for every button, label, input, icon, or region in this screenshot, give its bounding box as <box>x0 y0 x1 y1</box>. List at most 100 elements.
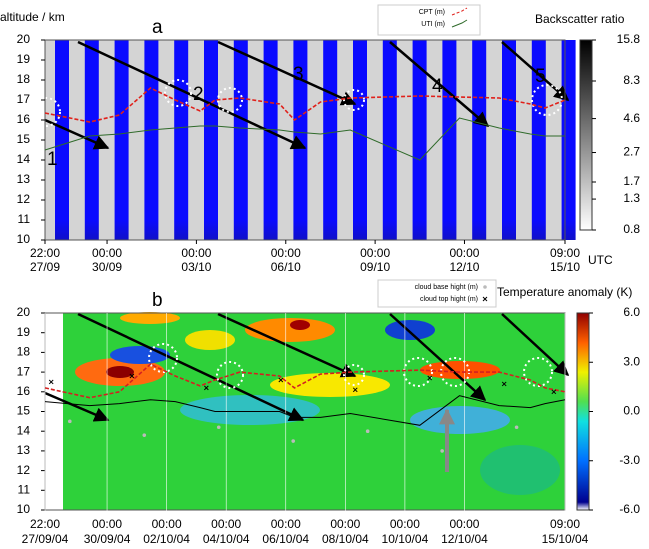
legend-label: cloud base hight (m) <box>415 284 478 291</box>
y-tick-label: 13 <box>17 443 31 457</box>
stripe <box>382 40 397 240</box>
colorbar-tick-label: 3.0 <box>623 354 640 368</box>
annotation: 3 <box>293 64 304 85</box>
stripe <box>55 40 69 240</box>
y-tick-label: 19 <box>17 325 31 339</box>
stripe <box>442 40 457 240</box>
stripe <box>472 40 487 240</box>
panel-label: a <box>152 17 163 38</box>
legend-marker <box>483 285 487 289</box>
x-tick-label: 09:00 15/10 <box>550 246 580 274</box>
stripe <box>263 40 278 240</box>
x-tick-label: 00:00 06/10 <box>271 246 301 274</box>
cloud-base-point <box>68 419 72 424</box>
stripe <box>233 40 248 240</box>
y-tick-label: 17 <box>17 92 31 106</box>
cloud-top-point <box>278 377 284 383</box>
legend-label: CPT (m) <box>419 9 445 16</box>
x-tick-label: 00:00 30/09/04 <box>84 517 131 546</box>
x-tick-label: 00:00 09/10 <box>360 246 390 274</box>
legend-label: UTI (m) <box>421 21 445 28</box>
stripe <box>353 40 367 240</box>
cloud-top-point <box>48 379 54 385</box>
colorbar-title: Temperature anomaly (K) <box>497 285 632 299</box>
stripe <box>323 40 338 240</box>
stripe <box>204 40 218 240</box>
legend-marker <box>482 296 488 302</box>
x-tick-label: 09:00 15/10/04 <box>542 517 589 546</box>
stripe <box>531 40 546 240</box>
x-tick-label: 00:00 12/10 <box>449 246 479 274</box>
colorbar-tick-label: 15.8 <box>617 32 641 46</box>
legend-swatch <box>451 7 468 16</box>
cloud-base-point <box>440 449 444 453</box>
legend-label: cloud top hight (m) <box>420 296 478 303</box>
series-line <box>44 87 566 123</box>
y-tick-label: 12 <box>17 192 31 206</box>
colorbar-tick-label: 1.7 <box>623 174 640 188</box>
y-tick-label: 20 <box>17 32 31 46</box>
colorbar-title: Backscatter ratio <box>535 12 625 26</box>
backscatter-field <box>45 40 576 240</box>
y-tick-label: 15 <box>17 132 31 146</box>
cloud-top-point <box>501 381 507 387</box>
legend-swatch <box>451 19 468 28</box>
x-unit: UTC <box>588 253 613 267</box>
cloud-top-point <box>203 385 209 391</box>
colorbar-tick-label: -3.0 <box>619 453 640 467</box>
y-tick-label: 11 <box>18 482 31 496</box>
y-tick-label: 19 <box>17 52 31 66</box>
colorbar <box>576 312 590 511</box>
legend-box <box>377 279 497 308</box>
x-tick-label: 00:00 03/10 <box>181 246 211 274</box>
series-line <box>44 363 566 399</box>
stripe <box>174 40 189 240</box>
y-tick-label: 15 <box>17 404 31 418</box>
cloud-top-point <box>352 387 358 393</box>
y-tick-label: 10 <box>17 232 31 246</box>
y-tick-label: 17 <box>17 364 31 378</box>
annotation: 1 <box>47 149 58 170</box>
y-tick-label: 16 <box>17 112 31 126</box>
annotation: 5 <box>535 66 546 87</box>
colorbar-tick-label: 4.6 <box>623 111 640 125</box>
x-tick-label: 22:00 27/09 <box>30 246 60 274</box>
y-tick-label: 14 <box>17 152 31 166</box>
cloud-top-point <box>551 389 557 395</box>
cloud-top-point <box>427 375 433 381</box>
y-tick-label: 12 <box>17 463 31 477</box>
cloud-base-point <box>291 439 296 443</box>
x-tick-label: 00:00 08/10/04 <box>322 517 369 546</box>
x-tick-label: 00:00 04/10/04 <box>203 517 250 546</box>
y-tick-label: 11 <box>18 212 31 226</box>
stripe <box>502 40 516 240</box>
series-line <box>44 395 566 426</box>
x-tick-label: 22:00 27/09/04 <box>22 517 69 546</box>
cloud-base-point <box>514 425 519 430</box>
y-tick-label: 18 <box>17 72 31 86</box>
annotation: 4 <box>432 76 443 97</box>
y-tick-label: 14 <box>17 423 31 437</box>
cloud-base-point <box>216 425 221 430</box>
cloud-top-point <box>129 373 135 379</box>
panel-label: b <box>152 290 163 311</box>
x-tick-label: 00:00 12/10/04 <box>441 517 488 546</box>
colorbar <box>579 39 593 231</box>
x-tick-label: 00:00 30/09 <box>92 246 122 274</box>
y-axis-title: altitude / km <box>0 10 65 24</box>
colorbar-tick-label: 0.0 <box>623 404 640 418</box>
cloud-base-point <box>142 433 147 437</box>
y-tick-label: 13 <box>17 172 31 186</box>
y-tick-label: 18 <box>17 345 31 359</box>
colorbar-tick-label: 1.3 <box>623 191 640 205</box>
colorbar-tick-label: 0.8 <box>623 222 640 236</box>
x-tick-label: 00:00 06/10/04 <box>262 517 309 546</box>
x-tick-label: 00:00 10/10/04 <box>382 517 429 546</box>
y-tick-label: 10 <box>17 502 31 516</box>
annotation: 2 <box>193 84 204 105</box>
colorbar-tick-label: 6.0 <box>623 305 640 319</box>
y-tick-label: 16 <box>17 384 31 398</box>
series-line <box>44 117 565 161</box>
colorbar-tick-label: 2.7 <box>623 145 640 159</box>
